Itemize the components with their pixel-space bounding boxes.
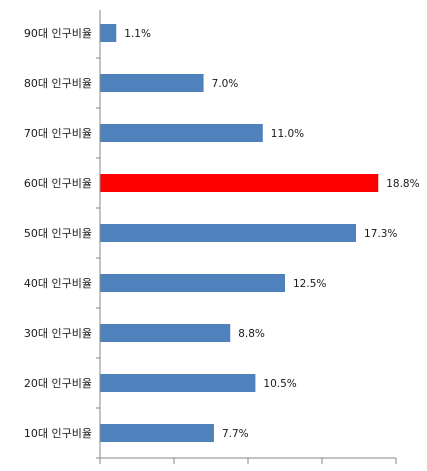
bar: [100, 124, 263, 142]
bar: [100, 374, 256, 392]
category-label: 10대 인구비율: [24, 427, 92, 440]
bar: [100, 324, 231, 342]
x-ticks-group: [96, 57, 397, 464]
value-label: 18.8%: [386, 178, 419, 190]
bar: [100, 274, 285, 292]
category-label: 70대 인구비율: [24, 127, 92, 140]
bar: [100, 24, 117, 42]
bars-group: [100, 24, 379, 442]
value-label: 10.5%: [263, 378, 296, 390]
bar: [100, 224, 357, 242]
category-label: 60대 인구비율: [24, 177, 92, 190]
value-label: 11.0%: [271, 128, 304, 140]
category-label: 20대 인구비율: [24, 377, 92, 390]
value-labels-group: 1.1% 7.0% 11.0% 18.8% 17.3% 12.5% 8.8% 10.5% 7.7…: [124, 28, 419, 440]
bar: [100, 424, 214, 442]
category-label: 90대 인구비율: [24, 27, 92, 40]
value-label: 1.1%: [124, 28, 151, 40]
category-label: 80대 인구비율: [24, 77, 92, 90]
bar: [100, 174, 379, 192]
value-label: 17.3%: [364, 228, 397, 240]
category-label: 50대 인구비율: [24, 227, 92, 240]
category-label: 30대 인구비율: [24, 327, 92, 340]
category-label: 40대 인구비율: [24, 277, 92, 290]
value-label: 7.0%: [212, 78, 239, 90]
value-label: 8.8%: [238, 328, 265, 340]
category-labels-group: 90대 인구비율 80대 인구비율 70대 인구비율 60대 인구비율 50대 인구비율…: [24, 27, 92, 440]
bar: [100, 74, 204, 92]
value-label: 12.5%: [293, 278, 326, 290]
value-label: 7.7%: [222, 428, 249, 440]
